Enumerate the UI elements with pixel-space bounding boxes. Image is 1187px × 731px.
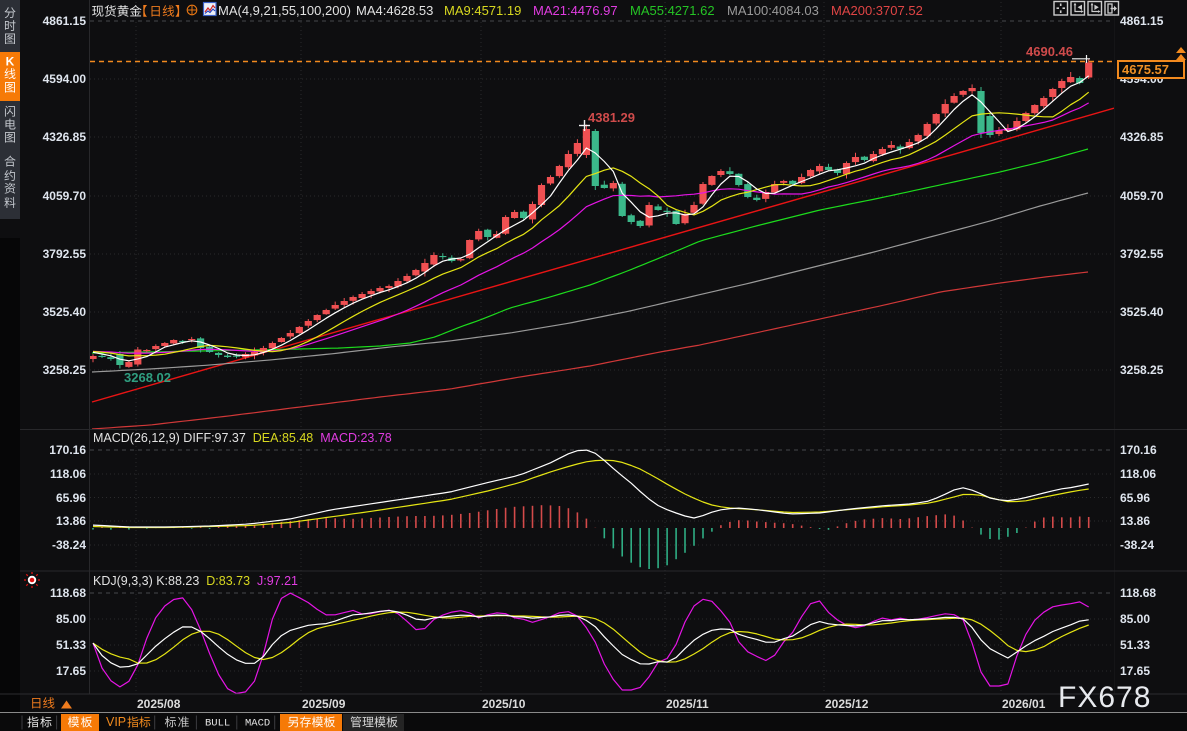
svg-text:BULL: BULL xyxy=(205,718,230,730)
svg-text:VIP: VIP xyxy=(106,715,126,729)
svg-text:K: K xyxy=(6,55,15,69)
svg-text:MACD: MACD xyxy=(245,718,270,730)
